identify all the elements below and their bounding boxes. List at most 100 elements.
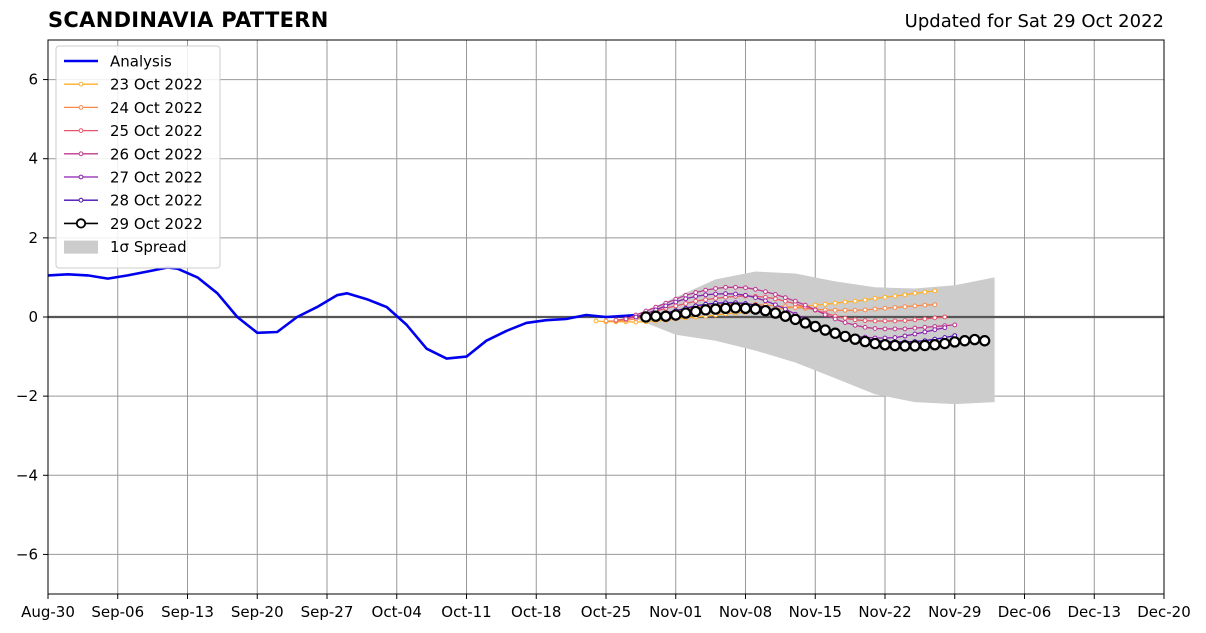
y-tick-label: −2 — [16, 387, 38, 405]
forecast-point — [852, 298, 858, 304]
legend-label: 29 Oct 2022 — [110, 215, 203, 233]
x-tick-label: Sep-20 — [231, 603, 284, 621]
forecast-point — [782, 295, 788, 301]
forecast-point — [892, 335, 898, 340]
forecast-point — [892, 293, 898, 299]
x-tick-label: Nov-08 — [719, 603, 772, 621]
forecast-point — [862, 297, 868, 303]
forecast-point — [749, 303, 762, 315]
forecast-point — [932, 302, 938, 308]
forecast-point — [832, 300, 838, 306]
legend-swatch-marker — [78, 81, 84, 87]
legend-label: 25 Oct 2022 — [110, 122, 203, 140]
forecast-point — [889, 339, 901, 352]
forecast-point — [683, 296, 689, 302]
forecast-point — [683, 301, 689, 306]
forecast-point — [693, 290, 699, 295]
forecast-point — [842, 299, 848, 305]
forecast-point — [859, 335, 871, 348]
x-tick-label: Oct-18 — [511, 603, 561, 621]
forecast-point — [942, 325, 948, 331]
legend-swatch-marker — [78, 105, 84, 110]
forecast-point — [812, 307, 818, 313]
forecast-point — [733, 291, 738, 297]
forecast-point — [872, 296, 878, 301]
forecast-point — [929, 339, 941, 351]
y-tick-label: −4 — [16, 466, 38, 484]
forecast-point — [673, 303, 679, 309]
forecast-point — [743, 292, 748, 298]
x-tick-label: Nov-29 — [928, 603, 981, 621]
forecast-point — [872, 318, 878, 324]
forecast-point — [819, 324, 831, 336]
x-tick-label: Oct-25 — [581, 603, 631, 621]
forecast-point — [932, 288, 938, 294]
forecast-point — [909, 340, 921, 352]
forecast-point — [922, 289, 928, 295]
legend-label: Analysis — [110, 53, 172, 71]
x-tick-label: Sep-13 — [161, 603, 214, 621]
forecast-point — [663, 303, 669, 309]
forecast-point — [763, 289, 768, 295]
forecast-point — [882, 305, 888, 311]
legend-swatch-marker — [78, 197, 84, 203]
forecast-point — [882, 294, 888, 300]
forecast-point — [670, 309, 682, 321]
forecast-point — [899, 340, 911, 352]
forecast-point — [852, 322, 858, 328]
forecast-point — [613, 317, 619, 323]
forecast-point — [713, 291, 719, 297]
forecast-point — [912, 290, 918, 296]
forecast-point — [769, 307, 782, 319]
forecast-point — [862, 318, 868, 323]
forecast-point — [912, 317, 918, 323]
forecast-point — [822, 312, 828, 318]
chart-title: SCANDINAVIA PATTERN — [48, 8, 329, 32]
forecast-point — [869, 337, 881, 350]
x-tick-label: Sep-27 — [301, 603, 354, 621]
forecast-point — [902, 292, 908, 298]
forecast-point — [902, 333, 908, 339]
forecast-point — [723, 284, 728, 290]
forecast-point — [693, 294, 699, 299]
legend: Analysis 23 Oct 2022 24 Oct 2022 25 Oct 202… — [55, 45, 221, 269]
legend-swatch-marker — [78, 128, 84, 134]
forecast-point — [872, 326, 878, 331]
legend-label: 27 Oct 2022 — [110, 169, 203, 187]
forecast-point — [802, 302, 808, 308]
forecast-point — [912, 325, 918, 331]
analysis-series — [48, 266, 637, 360]
forecast-point — [902, 318, 908, 323]
forecast-point — [949, 336, 961, 348]
legend-label: 23 Oct 2022 — [110, 76, 203, 94]
forecast-point — [839, 330, 851, 343]
forecast-point — [763, 298, 768, 304]
forecast-point — [862, 307, 868, 313]
forecast-point — [952, 322, 958, 328]
forecast-point — [719, 302, 732, 314]
forecast-point — [699, 304, 712, 316]
forecast-point — [713, 286, 719, 291]
forecast-point — [892, 305, 898, 310]
legend-label: 28 Oct 2022 — [110, 192, 203, 210]
forecast-point — [829, 327, 841, 339]
forecast-26-oct-2022 — [623, 284, 958, 332]
forecast-point — [593, 318, 599, 324]
forecast-point — [942, 314, 948, 320]
forecast-point — [812, 302, 818, 308]
forecast-point — [832, 316, 838, 322]
forecast-point — [709, 303, 722, 315]
forecast-point — [633, 314, 639, 320]
x-tick-label: Sep-06 — [91, 603, 144, 621]
forecast-point — [892, 318, 898, 324]
forecast-point — [729, 302, 742, 314]
x-tick-label: Nov-01 — [649, 603, 702, 621]
axes: Aug-30 Sep-06 Sep-13 Sep-20 Sep-27 Oct-04 Oct-… — [16, 39, 1191, 621]
forecast-point — [932, 315, 938, 321]
forecast-point — [779, 310, 792, 322]
forecast-point — [689, 305, 702, 318]
forecast-point — [879, 339, 891, 351]
x-tick-label: Aug-30 — [21, 603, 75, 621]
forecast-point — [852, 317, 858, 323]
